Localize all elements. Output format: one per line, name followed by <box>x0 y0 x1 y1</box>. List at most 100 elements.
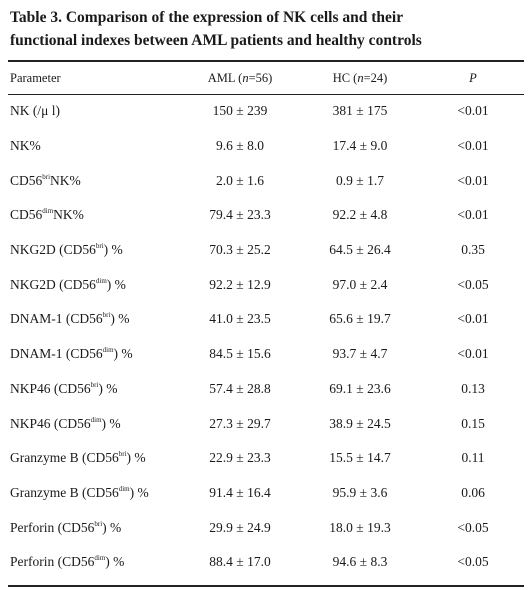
parameter-superscript: dim <box>42 207 54 216</box>
parameter-text: Perforin (CD56 <box>10 519 95 535</box>
parameter-text: Granzyme B (CD56 <box>10 450 119 466</box>
parameter-superscript: bri <box>42 172 51 181</box>
cell-parameter: Granzyme B (CD56bri) % <box>8 441 180 476</box>
cell-p-value: 0.11 <box>461 450 485 466</box>
bottom-rule <box>8 585 524 587</box>
header-aml-pre: AML ( <box>207 70 243 85</box>
parameter-superscript: dim <box>118 484 130 493</box>
cell-parameter: NK (/μ l) <box>8 94 180 129</box>
parameter-text: DNAM-1 (CD56 <box>10 346 103 362</box>
cell-aml: 88.4 ± 17.0 <box>209 554 271 570</box>
cell-hc: 93.7 ± 4.7 <box>332 346 388 362</box>
cell-aml: 70.3 ± 25.2 <box>209 242 271 258</box>
parameter-suffix: ) % <box>102 519 122 535</box>
parameter-suffix: NK% <box>50 172 81 188</box>
cell-hc: 381 ± 175 <box>332 103 388 119</box>
cell-aml: 84.5 ± 15.6 <box>209 346 271 362</box>
cell-hc: 18.0 ± 19.3 <box>329 519 391 535</box>
cell-aml: 150 ± 239 <box>212 103 268 119</box>
parameter-suffix: ) % <box>106 276 126 292</box>
table-row: DNAM-1 (CD56dim) % 84.5 ± 15.6 93.7 ± 4.7 <… <box>8 337 526 372</box>
cell-aml: 29.9 ± 24.9 <box>209 519 271 535</box>
parameter-superscript: bri <box>90 380 99 389</box>
cell-parameter: NKP46 (CD56bri) % <box>8 372 180 407</box>
table-row: Granzyme B (CD56bri) % 22.9 ± 23.3 15.5 ± … <box>8 441 526 476</box>
parameter-text: NK (/μ l) <box>10 103 60 119</box>
table-row: NKG2D (CD56dim) % 92.2 ± 12.9 97.0 ± 2.4 <0… <box>8 267 526 302</box>
cell-aml: 27.3 ± 29.7 <box>209 415 271 431</box>
parameter-suffix: ) % <box>98 380 118 396</box>
parameter-superscript: bri <box>102 311 111 320</box>
cell-p-value: 0.15 <box>461 415 485 431</box>
cell-p-value: <0.01 <box>457 207 489 223</box>
cell-p-value: <0.01 <box>457 172 489 188</box>
cell-p-value: 0.35 <box>461 242 485 258</box>
header-aml-n: n <box>242 70 249 85</box>
header-rule <box>8 94 524 95</box>
cell-hc: 65.6 ± 19.7 <box>329 311 391 327</box>
parameter-superscript: bri <box>95 242 104 251</box>
cell-aml: 79.4 ± 23.3 <box>209 207 271 223</box>
parameter-text: Granzyme B (CD56 <box>10 484 119 500</box>
parameter-suffix: ) % <box>110 311 130 327</box>
parameter-superscript: dim <box>102 346 114 355</box>
header-hc-n: n <box>357 70 364 85</box>
cell-p-value: 0.06 <box>461 484 485 500</box>
cell-parameter: CD56briNK% <box>8 163 180 198</box>
cell-parameter: NK% <box>8 129 180 164</box>
parameter-suffix: ) % <box>101 415 121 431</box>
cell-parameter: DNAM-1 (CD56bri) % <box>8 302 180 337</box>
header-p: P <box>469 70 477 85</box>
cell-p-value: <0.01 <box>457 138 489 154</box>
cell-parameter: Perforin (CD56dim) % <box>8 545 180 580</box>
cell-parameter: NKP46 (CD56dim) % <box>8 406 180 441</box>
table-row: NK (/μ l) 150 ± 239 381 ± 175 <0.01 <box>8 94 526 129</box>
cell-hc: 64.5 ± 26.4 <box>329 242 391 258</box>
table-row: NKP46 (CD56dim) % 27.3 ± 29.7 38.9 ± 24.5 0… <box>8 406 526 441</box>
cell-aml: 57.4 ± 28.8 <box>209 380 271 396</box>
header-parameter: Parameter <box>10 70 61 85</box>
parameter-text: NK% <box>10 138 41 154</box>
parameter-text: Perforin (CD56 <box>10 554 95 570</box>
table-row: Granzyme B (CD56dim) % 91.4 ± 16.4 95.9 ± … <box>8 476 526 511</box>
parameter-text: NKG2D (CD56 <box>10 276 96 292</box>
parameter-superscript: bri <box>118 450 127 459</box>
table-row: CD56dimNK% 79.4 ± 23.3 92.2 ± 4.8 <0.01 <box>8 198 526 233</box>
caption-line-1: Table 3. Comparison of the expression of… <box>10 9 404 26</box>
cell-aml: 9.6 ± 8.0 <box>216 138 264 154</box>
cell-hc: 92.2 ± 4.8 <box>332 207 388 223</box>
cell-aml: 41.0 ± 23.5 <box>209 311 271 327</box>
comparison-table: Parameter AML (n=56) HC (n=24) P NK (/μ … <box>8 62 526 580</box>
parameter-text: NKG2D (CD56 <box>10 242 96 258</box>
table-row: Perforin (CD56dim) % 88.4 ± 17.0 94.6 ± 8.… <box>8 545 526 580</box>
cell-p-value: <0.05 <box>457 276 489 292</box>
top-rule <box>8 60 524 62</box>
cell-hc: 97.0 ± 2.4 <box>332 276 388 292</box>
header-hc-pre: HC ( <box>332 70 358 85</box>
table-row: Perforin (CD56bri) % 29.9 ± 24.9 18.0 ± 19… <box>8 510 526 545</box>
cell-p-value: <0.01 <box>457 346 489 362</box>
parameter-superscript: dim <box>95 276 107 285</box>
header-hc-post: =24) <box>363 70 388 85</box>
table-row: NKP46 (CD56bri) % 57.4 ± 28.8 69.1 ± 23.6 0… <box>8 372 526 407</box>
cell-hc: 94.6 ± 8.3 <box>332 554 388 570</box>
header-aml: AML (n=56) <box>180 62 300 94</box>
cell-p-value: <0.01 <box>457 311 489 327</box>
parameter-text: CD56 <box>10 207 43 223</box>
header-hc: HC (n=24) <box>300 62 420 94</box>
cell-hc: 0.9 ± 1.7 <box>336 172 384 188</box>
parameter-text: NKP46 (CD56 <box>10 380 91 396</box>
cell-p-value: <0.01 <box>457 103 489 119</box>
parameter-suffix: ) % <box>105 554 125 570</box>
caption-line-2: functional indexes between AML patients … <box>10 32 422 49</box>
parameter-text: DNAM-1 (CD56 <box>10 311 103 327</box>
cell-parameter: NKG2D (CD56bri) % <box>8 233 180 268</box>
table-row: DNAM-1 (CD56bri) % 41.0 ± 23.5 65.6 ± 19.7… <box>8 302 526 337</box>
cell-parameter: Granzyme B (CD56dim) % <box>8 476 180 511</box>
parameter-suffix: ) % <box>126 450 146 466</box>
table-caption: Table 3. Comparison of the expression of… <box>10 6 525 52</box>
cell-aml: 91.4 ± 16.4 <box>209 484 271 500</box>
header-row: Parameter AML (n=56) HC (n=24) P <box>8 62 526 94</box>
cell-aml: 2.0 ± 1.6 <box>216 172 264 188</box>
